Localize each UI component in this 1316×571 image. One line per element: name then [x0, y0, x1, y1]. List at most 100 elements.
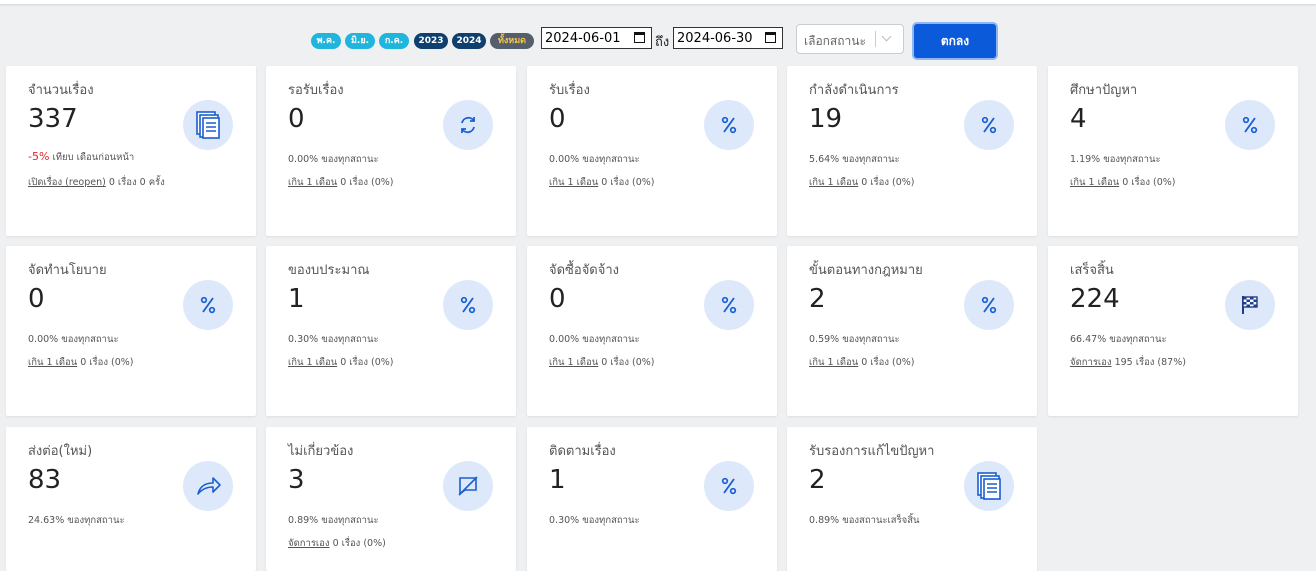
card-icon	[1225, 100, 1275, 150]
stat-card: จัดทำนโยบาย 0 0.00% ของทุกสถานะ เกิน 1 เดือ…	[6, 246, 256, 416]
status-select[interactable]: เลือกสถานะ	[796, 24, 904, 54]
icon-glyph	[460, 296, 476, 314]
percent-note: ของทุกสถานะ	[321, 334, 379, 345]
date-from[interactable]: 2024-06-01	[541, 27, 652, 49]
card-icon	[704, 461, 754, 511]
link-note: 0 เรื่อง (0%)	[1122, 177, 1176, 188]
select-placeholder: เลือกสถานะ	[804, 34, 866, 48]
card-link[interactable]: เกิน 1 เดือน	[549, 177, 599, 188]
card-value: 337	[28, 104, 78, 134]
month-badge[interactable]: พ.ค.	[311, 33, 341, 49]
card-percent-line: 0.59% ของทุกสถานะ	[809, 332, 900, 347]
year-badge[interactable]: 2023	[414, 33, 448, 49]
card-value: 19	[809, 104, 843, 134]
card-percent-line: 0.89% ของทุกสถานะ	[288, 513, 379, 528]
card-percent-line: 0.00% ของทุกสถานะ	[549, 332, 640, 347]
card-link[interactable]: เกิน 1 เดือน	[28, 357, 78, 368]
stat-card: กำลังดำเนินการ 19 5.64% ของทุกสถานะ เกิน 1 …	[787, 66, 1037, 236]
percent: 0.59%	[809, 334, 840, 345]
card-link[interactable]: เกิน 1 เดือน	[288, 177, 338, 188]
card-title: ไม่เกี่ยวข้อง	[288, 444, 354, 459]
card-link-line: เกิน 1 เดือน 0 เรื่อง (0%)	[28, 355, 134, 370]
month-badge[interactable]: ก.ค.	[379, 33, 409, 49]
all-badge[interactable]: ทั้งหมด	[490, 33, 534, 49]
to-label: ถึง	[655, 35, 670, 50]
percent: 0.30%	[288, 334, 319, 345]
icon-glyph	[721, 477, 737, 495]
link-note: 195 เรื่อง (87%)	[1114, 357, 1186, 368]
card-value: 224	[1070, 284, 1120, 314]
percent: 24.63%	[28, 515, 65, 526]
link-note: 0 เรื่อง 0 ครั้ง	[108, 177, 165, 188]
card-percent-line: 0.00% ของทุกสถานะ	[288, 152, 379, 167]
percent: 0.30%	[549, 515, 580, 526]
date-to[interactable]: 2024-06-30	[673, 27, 783, 49]
icon-glyph	[721, 296, 737, 314]
card-title: ติดตามเรื่อง	[549, 444, 616, 459]
link-note: 0 เรื่อง (0%)	[80, 357, 134, 368]
card-link[interactable]: เกิน 1 เดือน	[549, 357, 599, 368]
card-title: รับเรื่อง	[549, 83, 590, 98]
card-link-line: เปิดเรื่อง (reopen) 0 เรื่อง 0 ครั้ง	[28, 175, 165, 190]
card-link[interactable]: เกิน 1 เดือน	[1070, 177, 1120, 188]
card-value: 1	[288, 284, 305, 314]
percent-note: ของทุกสถานะ	[842, 154, 900, 165]
stat-card: จำนวนเรื่อง 337 -5% เทียบ เดือนก่อนหน้า เปิ…	[6, 66, 256, 236]
card-title: ส่งต่อ(ใหม่)	[28, 444, 93, 459]
card-link[interactable]: เกิน 1 เดือน	[809, 177, 859, 188]
percent: 0.00%	[288, 154, 319, 165]
stat-card: ติดตามเรื่อง 1 0.30% ของทุกสถานะ	[527, 427, 777, 571]
card-icon	[1225, 280, 1275, 330]
card-link-line: เกิน 1 เดือน 0 เรื่อง (0%)	[288, 355, 394, 370]
change-note: เทียบ เดือนก่อนหน้า	[52, 152, 135, 163]
card-value: 0	[549, 104, 566, 134]
card-icon	[183, 100, 233, 150]
card-link-line: เกิน 1 เดือน 0 เรื่อง (0%)	[288, 175, 394, 190]
card-link-line: เกิน 1 เดือน 0 เรื่อง (0%)	[1070, 175, 1176, 190]
card-percent-line: 66.47% ของทุกสถานะ	[1070, 332, 1167, 347]
icon-glyph	[977, 472, 1001, 500]
filter-bar: พ.ค. มิ.ย. ก.ค. 2023 2024 ทั้งหมด 2024-0…	[0, 24, 1316, 60]
submit-button[interactable]: ตกลง	[914, 24, 996, 58]
card-title: จัดซื้อจัดจ้าง	[549, 263, 620, 278]
calendar-icon	[765, 32, 776, 43]
percent-note: ของทุกสถานะ	[321, 154, 379, 165]
card-percent-line: 0.00% ของทุกสถานะ	[28, 332, 119, 347]
card-link[interactable]: เกิน 1 เดือน	[809, 357, 859, 368]
card-percent-line: 0.00% ของทุกสถานะ	[549, 152, 640, 167]
percent-note: ของทุกสถานะ	[1103, 154, 1161, 165]
icon-glyph	[458, 476, 478, 496]
stat-card: จัดซื้อจัดจ้าง 0 0.00% ของทุกสถานะ เกิน 1 เ…	[527, 246, 777, 416]
card-value: 1	[549, 465, 566, 495]
card-link[interactable]: เปิดเรื่อง (reopen)	[28, 177, 106, 188]
icon-glyph	[196, 111, 220, 139]
card-icon	[964, 461, 1014, 511]
month-badge[interactable]: มิ.ย.	[345, 33, 375, 49]
stat-card: รับเรื่อง 0 0.00% ของทุกสถานะเกิน 1 เดือน …	[527, 66, 777, 236]
percent-note: ของทุกสถานะ	[67, 515, 125, 526]
stat-card: ศึกษาปัญหา 4 1.19% ของทุกสถานะ เกิน 1 เดือน…	[1048, 66, 1298, 236]
percent: 0.00%	[549, 154, 580, 165]
link-note: 0 เรื่อง (0%)	[332, 538, 386, 549]
percent-note: ของทุกสถานะ	[582, 334, 640, 345]
percent: 0.89%	[288, 515, 319, 526]
card-value: 0	[28, 284, 45, 314]
percent-note: ของทุกสถานะ	[61, 334, 119, 345]
percent: 1.19%	[1070, 154, 1101, 165]
card-link[interactable]: เกิน 1 เดือน	[288, 357, 338, 368]
card-icon	[704, 100, 754, 150]
card-link[interactable]: จัดการเอง	[288, 538, 330, 549]
card-link-line: เกิน 1 เดือน 0 เรื่อง (0%)	[549, 355, 655, 370]
stat-card: ไม่เกี่ยวข้อง 3 0.89% ของทุกสถานะ จัดการเอง…	[266, 427, 516, 571]
card-icon	[964, 100, 1014, 150]
card-link-line: เกิน 1 เดือน 0 เรื่อง (0%)	[809, 355, 915, 370]
card-link[interactable]: จัดการเอง	[1070, 357, 1112, 368]
card-title: ของบประมาณ	[288, 263, 370, 278]
card-value: 0	[288, 104, 305, 134]
card-value: 83	[28, 465, 62, 495]
year-badge[interactable]: 2024	[452, 33, 486, 49]
card-icon	[964, 280, 1014, 330]
card-link-line: เกิน 1 เดือน 0 เรื่อง (0%)	[549, 175, 655, 190]
change: -5%	[28, 150, 50, 163]
